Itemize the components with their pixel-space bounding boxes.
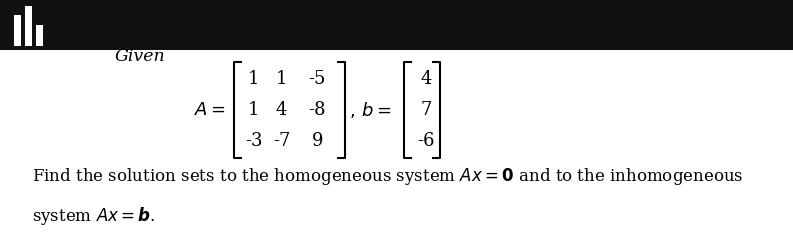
Bar [14, 15, 21, 46]
Text: 4: 4 [420, 70, 432, 88]
Text: -8: -8 [308, 101, 326, 119]
Text: 9: 9 [312, 132, 323, 150]
Text: 1: 1 [248, 101, 259, 119]
Text: -7: -7 [273, 132, 290, 150]
Text: $A =$: $A =$ [194, 101, 226, 119]
Text: 1: 1 [276, 70, 287, 88]
Text: 7: 7 [420, 101, 432, 119]
Text: $,\,b =$: $,\,b =$ [349, 100, 391, 120]
Bar [36, 25, 43, 46]
Text: -6: -6 [417, 132, 435, 150]
Text: Given: Given [115, 48, 166, 65]
Text: 4: 4 [276, 101, 287, 119]
Text: -3: -3 [245, 132, 262, 150]
Text: Find the solution sets to the homogeneous system $Ax = \mathbf{0}$ and to the in: Find the solution sets to the homogeneou… [32, 166, 743, 187]
Bar [25, 6, 32, 46]
Text: -5: -5 [308, 70, 326, 88]
Text: 1: 1 [248, 70, 259, 88]
Bar [0, 0, 793, 50]
Text: system $Ax = \boldsymbol{b}$.: system $Ax = \boldsymbol{b}$. [32, 205, 155, 227]
